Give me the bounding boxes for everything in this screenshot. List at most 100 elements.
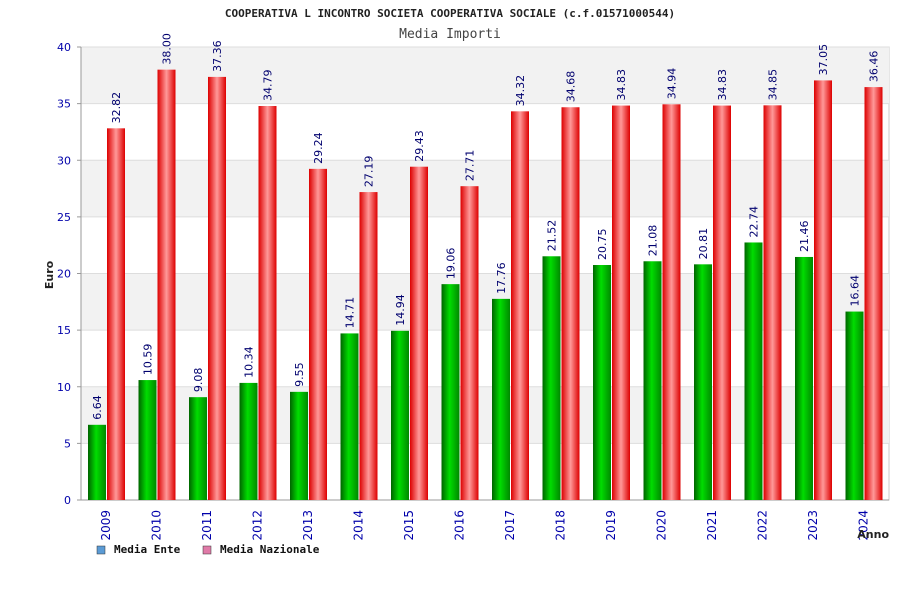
bar-media-ente — [744, 242, 763, 501]
legend-label-nazionale: Media Nazionale — [220, 543, 320, 556]
x-tick-label: 2011 — [200, 510, 214, 541]
bar-media-nazionale — [460, 186, 479, 500]
bar-media-ente — [441, 284, 460, 500]
legend-label-ente: Media Ente — [114, 543, 181, 556]
bar-media-nazionale — [309, 168, 327, 500]
bar-label-media-nazionale: 37.05 — [817, 44, 830, 76]
bar-label-media-nazionale: 36.46 — [868, 51, 881, 83]
bar-media-ente — [694, 264, 712, 500]
bar-media-ente — [542, 256, 561, 500]
bar-label-media-ente: 20.75 — [596, 229, 609, 261]
y-tick-label: 40 — [57, 41, 71, 54]
x-tick-label: 2018 — [554, 510, 568, 541]
x-tick-label: 2009 — [99, 510, 113, 541]
bar-media-nazionale — [410, 166, 428, 500]
bar-media-ente — [391, 330, 409, 500]
bar-media-ente — [290, 391, 308, 500]
bar-media-nazionale — [107, 128, 125, 500]
bar-media-ente — [189, 397, 207, 500]
bar-media-nazionale — [157, 69, 176, 501]
bar-label-media-ente: 10.34 — [243, 346, 256, 378]
bar-label-media-ente: 14.71 — [344, 297, 357, 329]
bar-media-ente — [340, 333, 359, 500]
y-tick-label: 0 — [64, 494, 71, 507]
bar-media-nazionale — [814, 80, 832, 500]
bar-label-media-ente: 9.55 — [293, 362, 306, 387]
bar-media-ente — [593, 265, 611, 500]
legend-swatch-nazionale — [202, 545, 212, 555]
bars — [88, 69, 883, 501]
x-tick-label: 2013 — [301, 510, 315, 541]
x-tick-label: 2022 — [756, 510, 770, 541]
x-tick-label: 2021 — [705, 510, 719, 541]
bar-media-ente — [643, 261, 662, 500]
bar-label-media-ente: 6.64 — [91, 395, 104, 420]
x-tick-label: 2010 — [150, 510, 164, 541]
x-tick-label: 2020 — [655, 510, 669, 541]
legend: Media Ente Media Nazionale — [96, 543, 320, 556]
bar-label-media-ente: 22.74 — [748, 206, 761, 238]
y-axis-label: Euro — [43, 260, 56, 289]
x-tick-label: 2014 — [352, 510, 366, 541]
bar-media-nazionale — [208, 76, 226, 500]
bar-media-nazionale — [511, 111, 529, 501]
x-axis-ticks: 2009 2010 2011 2012 2013 2014 2015 2016 2017 2018… — [99, 510, 871, 541]
bar-label-media-ente: 19.06 — [445, 248, 458, 280]
chart-subtitle: Media Importi — [399, 27, 501, 42]
bar-label-media-nazionale: 27.71 — [464, 150, 477, 182]
bar-media-nazionale — [864, 87, 883, 500]
y-tick-label: 5 — [64, 437, 71, 450]
bar-media-ente — [138, 380, 157, 500]
bar-label-media-nazionale: 29.43 — [413, 130, 426, 162]
chart-title: COOPERATIVA L INCONTRO SOCIETA COOPERATI… — [225, 7, 675, 20]
bar-media-nazionale — [662, 104, 681, 500]
bar-labels: 6.64 32.82 10.59 38.00 9.08 37.36 10.34 34.79 9.… — [91, 33, 881, 420]
y-tick-label: 10 — [57, 381, 71, 394]
legend-swatch-ente — [96, 545, 106, 555]
x-tick-label: 2017 — [503, 510, 517, 541]
bar-label-media-nazionale: 34.68 — [565, 71, 578, 103]
bar-label-media-ente: 10.59 — [142, 344, 155, 376]
bar-label-media-ente: 17.76 — [495, 262, 508, 294]
bar-label-media-nazionale: 37.36 — [211, 40, 224, 72]
bar-media-ente — [492, 298, 510, 500]
bar-media-nazionale — [763, 105, 782, 500]
bar-media-nazionale — [359, 192, 378, 501]
bar-label-media-nazionale: 34.83 — [716, 69, 729, 101]
x-tick-label: 2023 — [806, 510, 820, 541]
x-tick-label: 2024 — [857, 510, 871, 541]
bar-label-media-nazionale: 32.82 — [110, 92, 123, 124]
bar-media-ente — [845, 311, 864, 500]
bar-media-ente — [795, 256, 813, 500]
bar-label-media-nazionale: 34.83 — [615, 69, 628, 101]
bar-label-media-nazionale: 27.19 — [363, 156, 376, 188]
bar-label-media-nazionale: 29.24 — [312, 132, 325, 164]
bar-media-ente — [239, 382, 258, 500]
bar-media-nazionale — [258, 106, 277, 501]
y-tick-label: 35 — [57, 98, 71, 111]
bar-label-media-ente: 21.08 — [647, 225, 660, 257]
bar-label-media-ente: 20.81 — [697, 228, 710, 260]
bar-media-nazionale — [612, 105, 630, 501]
bar-label-media-ente: 9.08 — [192, 368, 205, 393]
bar-label-media-ente: 16.64 — [849, 275, 862, 307]
bar-label-media-ente: 21.46 — [798, 220, 811, 252]
x-tick-label: 2012 — [251, 510, 265, 541]
bar-media-nazionale — [561, 107, 580, 501]
x-tick-label: 2019 — [604, 510, 618, 541]
bar-label-media-nazionale: 34.79 — [262, 70, 275, 102]
bar-media-nazionale — [713, 105, 731, 501]
bar-label-media-ente: 21.52 — [546, 220, 559, 252]
y-tick-label: 15 — [57, 324, 71, 337]
bar-label-media-nazionale: 34.94 — [666, 68, 679, 100]
bar-label-media-nazionale: 38.00 — [161, 33, 174, 65]
bar-label-media-ente: 14.94 — [394, 294, 407, 326]
y-tick-label: 30 — [57, 154, 71, 167]
y-tick-label: 20 — [57, 268, 71, 281]
bar-label-media-nazionale: 34.32 — [514, 75, 527, 107]
x-axis-label: Anno — [857, 528, 889, 541]
x-tick-label: 2015 — [402, 510, 416, 541]
y-tick-label: 25 — [57, 211, 71, 224]
x-tick-label: 2016 — [453, 510, 467, 541]
